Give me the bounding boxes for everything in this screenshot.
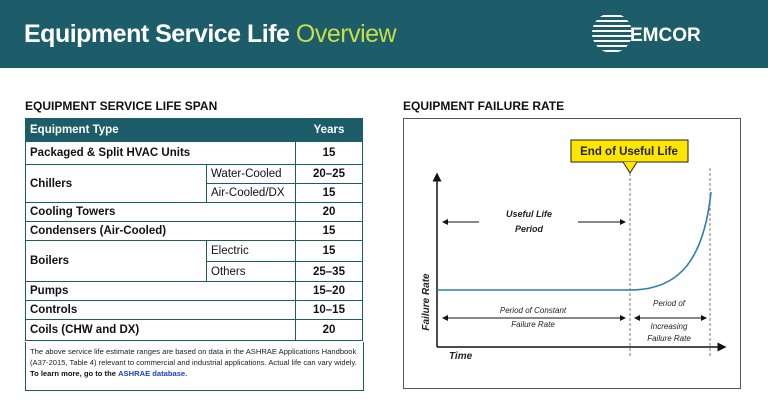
years: 15 <box>295 183 363 203</box>
failure-curve <box>437 191 712 291</box>
useful-life-label: Period <box>515 224 544 234</box>
equipment-type: Packaged & Split HVAC Units <box>25 141 296 165</box>
x-axis-label: Time <box>449 351 473 362</box>
sub-type: Air-Cooled/DX <box>206 183 296 203</box>
y-axis-label: Failure Rate <box>421 273 432 331</box>
service-life-table: Equipment Type Years Packaged & Split HVA… <box>25 118 363 341</box>
note-text: The above service life estimate ranges a… <box>30 347 357 367</box>
equipment-type: Chillers <box>25 164 207 203</box>
column-header: Equipment Type <box>25 118 296 142</box>
logo: EMCOR <box>592 15 701 52</box>
years: 15–20 <box>295 281 363 301</box>
ashrae-link[interactable]: ASHRAE database. <box>118 369 188 378</box>
sub-type: Electric <box>206 240 296 262</box>
years: 10–15 <box>295 300 363 320</box>
increasing-label: Period of <box>653 299 686 308</box>
years: 15 <box>295 221 363 241</box>
sub-type: Water-Cooled <box>206 164 296 184</box>
callout-pointer <box>622 161 638 174</box>
column-header: Years <box>295 118 363 142</box>
years: 20 <box>295 202 363 222</box>
header-bar: Equipment Service Life Overview EMCOR <box>0 0 768 68</box>
years: 25–35 <box>295 261 363 282</box>
section-title: EQUIPMENT SERVICE LIFE SPAN <box>25 99 218 113</box>
logo-text: EMCOR <box>630 25 701 46</box>
section-title: EQUIPMENT FAILURE RATE <box>403 99 565 113</box>
note-link-prefix: To learn more, go to the <box>30 369 116 378</box>
title-text: Equipment Service Life <box>24 20 290 48</box>
constant-label: Period of Constant <box>500 306 567 315</box>
years: 15 <box>295 240 363 262</box>
equipment-type: Coils (CHW and DX) <box>25 319 296 341</box>
equipment-type: Pumps <box>25 281 296 301</box>
equipment-type: Condensers (Air-Cooled) <box>25 221 296 241</box>
constant-label: Failure Rate <box>511 320 555 329</box>
equipment-type: Boilers <box>25 240 207 282</box>
equipment-type: Controls <box>25 300 296 320</box>
years: 20–25 <box>295 164 363 184</box>
page-title: Equipment Service Life Overview <box>24 20 397 49</box>
increasing-label: Failure Rate <box>647 334 691 343</box>
years: 20 <box>295 319 363 341</box>
increasing-label: Increasing <box>651 322 688 331</box>
useful-life-label: Useful Life <box>506 209 552 219</box>
sub-type: Others <box>206 261 296 282</box>
table-note: The above service life estimate ranges a… <box>25 342 364 391</box>
title-accent: Overview <box>295 20 397 48</box>
years: 15 <box>295 141 363 165</box>
diagram-frame <box>403 118 741 389</box>
equipment-type: Cooling Towers <box>25 202 296 222</box>
failure-rate-diagram: End of Useful Life Useful Life Period Fa… <box>403 118 741 389</box>
callout-text: End of Useful Life <box>580 146 678 158</box>
